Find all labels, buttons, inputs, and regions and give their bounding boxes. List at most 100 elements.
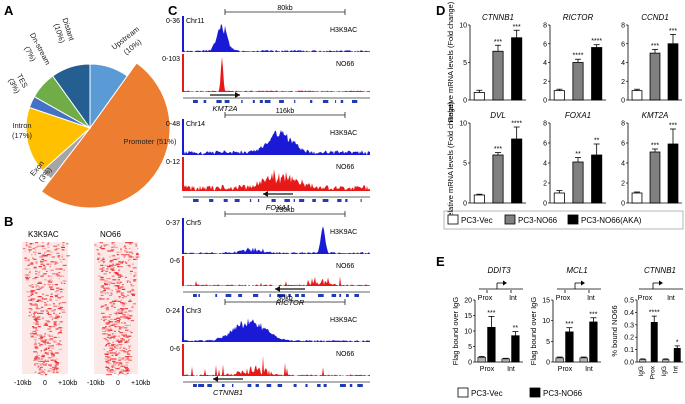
heatmap-signal bbox=[116, 254, 119, 256]
heatmap-signal bbox=[105, 309, 110, 311]
heatmap-signal bbox=[46, 324, 49, 326]
heatmap-signal bbox=[59, 268, 63, 270]
heatmap-signal bbox=[31, 326, 34, 328]
heatmap-signal bbox=[121, 254, 125, 256]
heatmap-signal bbox=[126, 251, 128, 253]
heatmap-signal bbox=[44, 333, 47, 335]
heatmap-signal bbox=[28, 251, 30, 253]
heatmap-signal bbox=[29, 250, 31, 252]
heatmap-signal bbox=[129, 255, 132, 257]
heatmap-signal bbox=[51, 339, 54, 341]
heatmap-signal bbox=[41, 336, 44, 338]
exon-block bbox=[346, 294, 349, 297]
heatmap-signal bbox=[114, 244, 116, 246]
significance-label: *** bbox=[494, 39, 502, 46]
heatmap-signal bbox=[101, 276, 104, 278]
heatmap-signal bbox=[107, 359, 111, 361]
heatmap-signal bbox=[116, 292, 118, 294]
y-tick-label: 4 bbox=[621, 60, 625, 67]
heatmap-signal bbox=[57, 336, 61, 338]
heatmap-signal bbox=[101, 248, 106, 250]
heatmap-signal bbox=[39, 270, 41, 272]
heatmap-signal bbox=[106, 266, 111, 268]
track-chr: Chr11 bbox=[186, 18, 205, 25]
track-range: 0-12 bbox=[166, 159, 180, 166]
significance-label: *** bbox=[651, 43, 659, 50]
heatmap-signal bbox=[105, 293, 106, 295]
heatmap-signal bbox=[108, 345, 111, 347]
heatmap-signal bbox=[54, 309, 56, 311]
y-tick-label: 10 bbox=[459, 121, 467, 128]
heatmap-signal bbox=[34, 359, 39, 361]
pie-slice bbox=[25, 106, 91, 172]
heatmap-signal bbox=[109, 302, 112, 304]
chart-title: FOXA1 bbox=[565, 111, 591, 120]
heatmap-signal bbox=[115, 345, 119, 347]
heatmap-signal bbox=[106, 306, 109, 308]
heatmap-signal bbox=[63, 288, 65, 290]
heatmap-signal bbox=[59, 340, 62, 342]
heatmap-signal bbox=[28, 246, 32, 248]
heatmap-signal bbox=[100, 286, 104, 288]
heatmap-signal bbox=[112, 364, 114, 366]
heatmap-signal bbox=[62, 244, 65, 246]
bar-chart-mcl1: 0 5 10 15 MCL1 Prox Int *** Prox *** Int Flag bound… bbox=[529, 266, 601, 373]
heatmap-signal bbox=[47, 342, 50, 344]
heatmap-signal bbox=[44, 302, 46, 304]
heatmap-signal bbox=[113, 272, 117, 274]
heatmap-signal bbox=[114, 323, 117, 325]
heatmap-signal bbox=[112, 324, 115, 326]
exon-block bbox=[312, 199, 316, 202]
heatmap-signal bbox=[34, 341, 36, 343]
heatmap-signal bbox=[54, 291, 57, 293]
heatmap-signal bbox=[115, 363, 118, 365]
heatmap-signal bbox=[36, 363, 39, 365]
heatmap-signal bbox=[40, 310, 45, 312]
heatmap-signal bbox=[125, 334, 127, 336]
heatmap-signal bbox=[117, 257, 120, 259]
heatmap-signal bbox=[129, 270, 133, 272]
pie-label-intron-pct: (17%) bbox=[12, 131, 33, 140]
heatmap-signal bbox=[50, 251, 53, 253]
exon-block bbox=[224, 100, 230, 103]
heatmap-signal bbox=[47, 342, 51, 344]
heatmap-signal bbox=[26, 291, 30, 293]
heatmap-signal bbox=[40, 300, 44, 302]
heatmap-signal bbox=[49, 368, 53, 370]
heatmap-signal bbox=[123, 335, 126, 337]
signal-h3k9ac bbox=[183, 318, 370, 342]
y-tick-label: 4 bbox=[543, 161, 547, 168]
heatmap-signal bbox=[121, 288, 125, 290]
heatmap-signal bbox=[100, 294, 104, 296]
heatmap-signal bbox=[108, 284, 110, 286]
heatmap-signal bbox=[103, 317, 105, 319]
exon-block bbox=[322, 199, 329, 202]
track-label-no66: NO66 bbox=[336, 351, 354, 358]
heatmap-signal bbox=[111, 365, 115, 367]
heatmap-signal bbox=[110, 293, 113, 295]
bar bbox=[639, 359, 647, 363]
y-axis-label: % bound NO66 bbox=[610, 305, 619, 356]
heatmap-signal bbox=[49, 330, 53, 332]
signal-no66 bbox=[183, 169, 370, 191]
panel-b-letter: B bbox=[4, 214, 13, 229]
heatmap-signal bbox=[106, 287, 110, 289]
heatmap-signal bbox=[38, 318, 40, 320]
heatmap-signal bbox=[128, 356, 133, 358]
heatmap-signal bbox=[126, 294, 130, 296]
heatmap-signal bbox=[106, 322, 110, 324]
heatmap-signal bbox=[32, 336, 37, 338]
heatmap-signal bbox=[53, 368, 56, 370]
exon-block bbox=[266, 384, 272, 387]
y-tick-label: 8 bbox=[543, 121, 547, 128]
y-tick-label: 8 bbox=[621, 121, 625, 128]
heatmap-signal bbox=[129, 243, 132, 245]
heatmap-signal bbox=[49, 338, 54, 340]
heatmap-signal bbox=[52, 273, 56, 275]
heatmap-signal bbox=[108, 294, 112, 296]
heatmap-signal bbox=[36, 300, 40, 302]
heatmap-signal bbox=[34, 290, 36, 292]
y-tick-label: 0 bbox=[463, 201, 467, 208]
heatmap-signal bbox=[33, 267, 37, 269]
heatmap-signal bbox=[119, 340, 123, 342]
